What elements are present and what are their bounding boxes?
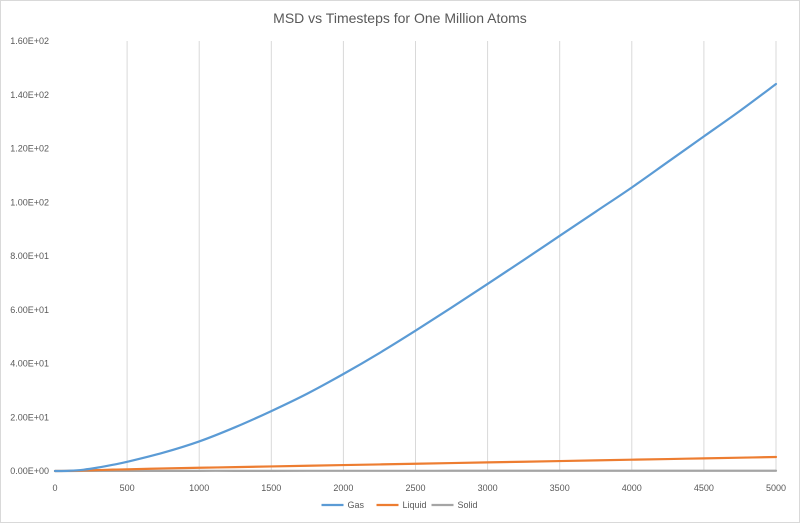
y-tick-label: 1.60E+02 — [10, 36, 49, 46]
x-tick-label: 4000 — [622, 483, 642, 493]
legend-label-liquid: Liquid — [403, 500, 427, 510]
y-tick-label: 1.00E+02 — [10, 197, 49, 207]
legend: Gas Liquid Solid — [321, 500, 478, 510]
x-tick-label: 2000 — [333, 483, 353, 493]
x-tick-label: 1500 — [261, 483, 281, 493]
series-line-gas — [53, 82, 778, 473]
x-tick-label: 1000 — [189, 483, 209, 493]
x-tick-label: 500 — [120, 483, 135, 493]
x-tick-label: 2500 — [405, 483, 425, 493]
y-tick-label: 2.00E+01 — [10, 412, 49, 422]
x-tick-label: 0 — [52, 483, 57, 493]
y-tick-label: 6.00E+01 — [10, 305, 49, 315]
y-tick-label: 4.00E+01 — [10, 359, 49, 369]
y-tick-label: 8.00E+01 — [10, 251, 49, 261]
series-line-liquid — [53, 455, 778, 473]
y-tick-label: 1.40E+02 — [10, 90, 49, 100]
x-tick-label: 5000 — [766, 483, 786, 493]
x-tick-label: 4500 — [694, 483, 714, 493]
y-tick-label: 0.00E+00 — [10, 466, 49, 476]
grid-layer — [126, 41, 777, 471]
series-layer — [53, 82, 778, 473]
chart-title: MSD vs Timesteps for One Million Atoms — [273, 10, 527, 26]
legend-label-solid: Solid — [458, 500, 478, 510]
x-tick-label: 3500 — [550, 483, 570, 493]
y-tick-label: 1.20E+02 — [10, 144, 49, 154]
x-tick-label: 3000 — [478, 483, 498, 493]
axis-layer: 0 500 1000 1500 2000 2500 3000 3500 4000 4500 5000… — [10, 36, 786, 493]
legend-label-gas: Gas — [348, 500, 365, 510]
